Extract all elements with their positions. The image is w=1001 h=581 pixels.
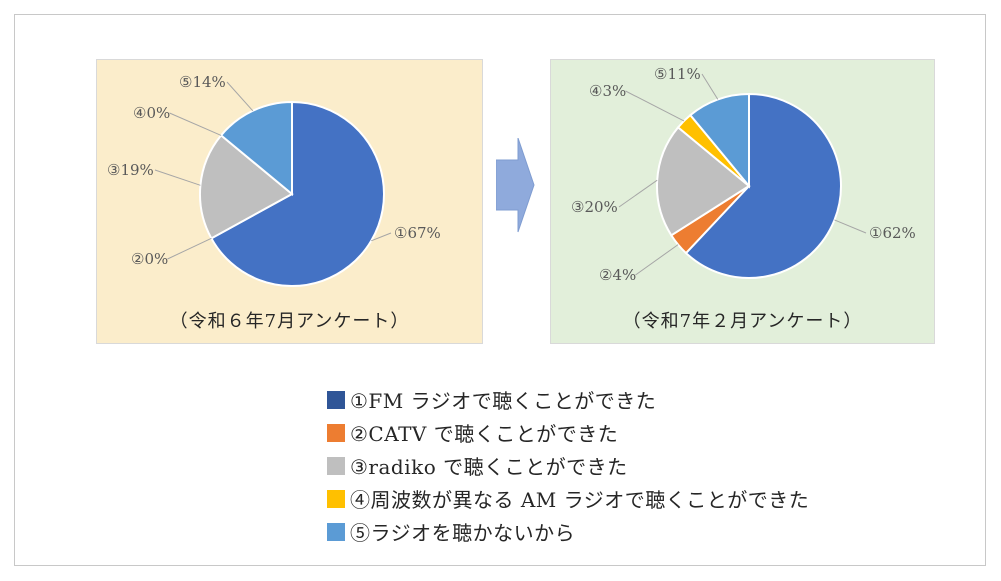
legend-swatch-4 (327, 489, 345, 508)
legend-label-3: ③radiko で聴くことができた (350, 455, 628, 479)
slice-label-0-1: ①67% (394, 224, 441, 242)
leader-line-0-4 (169, 112, 222, 136)
pie-slice-1-3 (656, 125, 751, 237)
slice-label-0-4: ④0% (133, 104, 170, 122)
pie-slice-0-1 (210, 100, 385, 287)
legend-label-4: ④周波数が異なる AM ラジオで聴くことができた (350, 488, 810, 512)
leader-line-1-5 (701, 73, 719, 100)
legend-item-4: ④周波数が異なる AM ラジオで聴くことができた (327, 482, 809, 515)
legend-swatch-5 (327, 522, 345, 541)
legend-item-2: ②CATV で聴くことができた (327, 416, 809, 449)
slice-label-0-2: ②0% (131, 250, 168, 268)
slice-label-0-3: ③19% (107, 161, 154, 179)
slice-label-1-3: ③20% (571, 198, 618, 216)
chart-title-left: （令和６年7月アンケート） (169, 311, 410, 332)
figure-frame: ①67% ②0% ③19% ④0% ⑤14% （令和６年7月アンケート） ①62% ②4%… (14, 14, 986, 566)
legend-label-2: ②CATV で聴くことができた (350, 422, 619, 446)
legend-label-1: ①FM ラジオで聴くことができた (350, 389, 657, 413)
pie-slice-0-5 (219, 100, 293, 197)
legend-swatch-1 (327, 390, 345, 409)
slice-label-1-2: ②4% (599, 266, 636, 284)
leader-line-0-2 (167, 237, 212, 260)
legend-item-3: ③radiko で聴くことができた (327, 449, 809, 482)
pie-slice-1-1 (684, 92, 842, 279)
legend-swatch-3 (327, 456, 345, 475)
slice-label-1-1: ①62% (869, 224, 916, 242)
slice-label-1-4: ④3% (589, 82, 626, 100)
leader-line-1-4 (625, 90, 685, 122)
leader-line-0-3 (154, 169, 201, 186)
legend-label-5: ⑤ラジオを聴かないから (350, 521, 576, 545)
leader-line-1-2 (635, 244, 679, 276)
legend-item-1: ①FM ラジオで聴くことができた (327, 383, 809, 416)
pie-slice-0-3 (199, 133, 294, 240)
pie-chart-left: ①67% ②0% ③19% ④0% ⑤14% (107, 73, 441, 287)
chart-panel-right: ①62% ②4% ③20% ④3% ⑤11% （令和7年２月アンケート） (550, 59, 935, 344)
right-arrow-icon (496, 138, 535, 233)
chart-title-right: （令和7年２月アンケート） (622, 311, 863, 332)
leader-line-0-5 (226, 81, 254, 112)
legend-swatch-2 (327, 423, 345, 442)
leader-line-1-3 (618, 179, 658, 208)
legend: ①FM ラジオで聴くことができた ②CATV で聴くことができた ③radiko… (327, 383, 809, 548)
leader-line-0-1 (371, 232, 392, 242)
legend-item-5: ⑤ラジオを聴かないから (327, 515, 809, 548)
slice-label-1-5: ⑤11% (654, 65, 701, 83)
chart-panel-left: ①67% ②0% ③19% ④0% ⑤14% （令和６年7月アンケート） (96, 59, 483, 344)
slice-label-0-5: ⑤14% (179, 73, 226, 91)
pie-chart-right: ①62% ②4% ③20% ④3% ⑤11% (571, 65, 916, 284)
leader-line-1-1 (834, 219, 867, 234)
pie-slice-1-5 (688, 92, 750, 189)
